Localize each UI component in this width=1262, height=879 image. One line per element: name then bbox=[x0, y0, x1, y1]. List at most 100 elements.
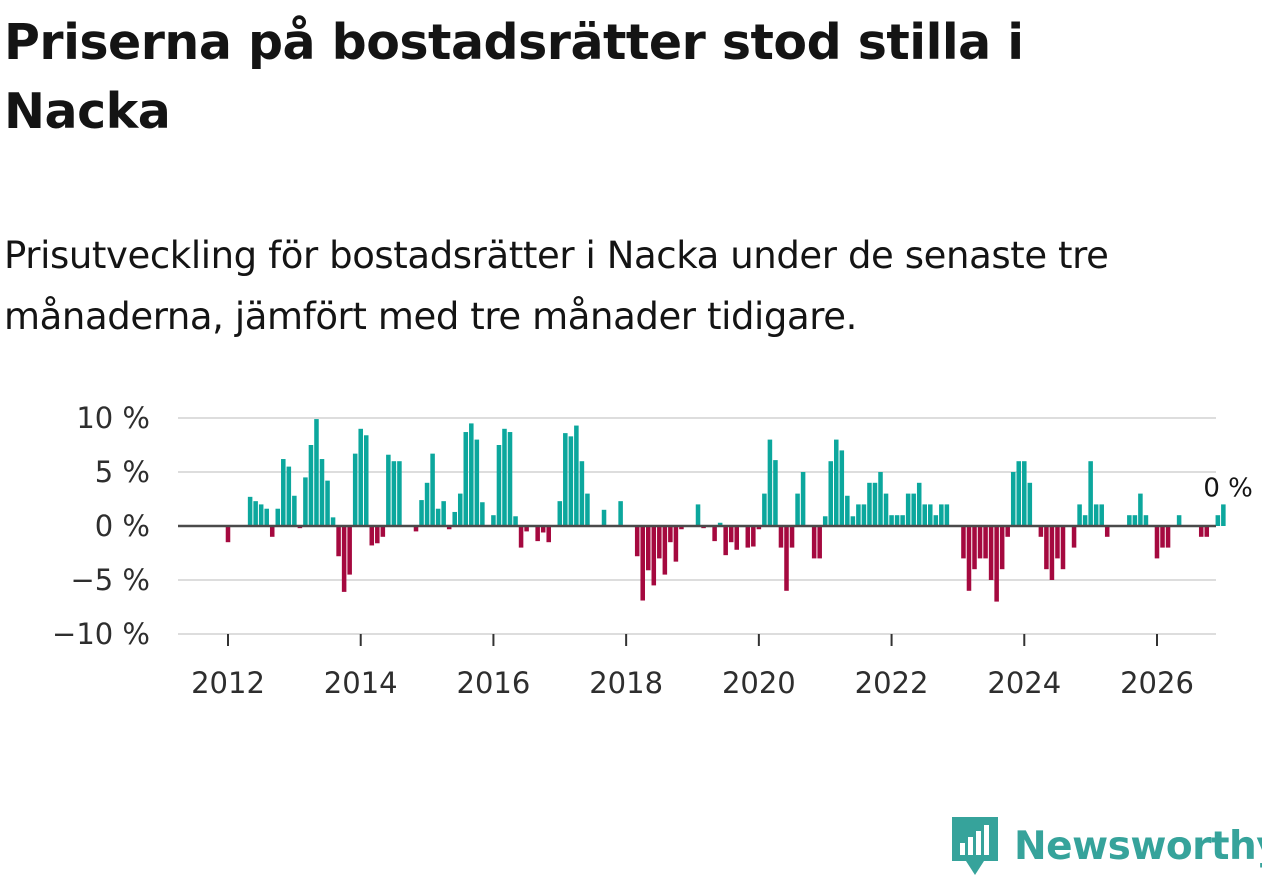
bar bbox=[397, 461, 402, 526]
gridlines bbox=[178, 417, 1216, 635]
bar bbox=[264, 508, 269, 526]
y-tick-label: −10 % bbox=[52, 617, 150, 651]
bar bbox=[928, 504, 933, 526]
newsworthy-logo: Newsworthy bbox=[950, 816, 1262, 876]
bar bbox=[247, 496, 253, 526]
bar bbox=[325, 480, 330, 526]
bar bbox=[712, 526, 717, 542]
bar bbox=[922, 504, 928, 526]
bar bbox=[911, 493, 916, 526]
y-tick-label: 10 % bbox=[76, 401, 150, 435]
x-axis: 2012 2014 2016 2018 2020 2022 2024 2026 bbox=[191, 634, 1194, 700]
bar bbox=[352, 453, 358, 526]
bar bbox=[474, 439, 480, 526]
bar bbox=[347, 526, 352, 575]
bar bbox=[369, 526, 375, 546]
chart-title: Priserna på bostadsrätter stod stilla i … bbox=[4, 14, 1024, 140]
bar bbox=[695, 504, 701, 526]
bar bbox=[524, 526, 529, 532]
bar bbox=[1104, 526, 1110, 537]
bar bbox=[314, 419, 319, 526]
bar bbox=[513, 516, 518, 526]
bar bbox=[1204, 526, 1210, 537]
bar bbox=[303, 477, 308, 526]
bar bbox=[258, 504, 264, 526]
bar bbox=[800, 472, 806, 526]
bar bbox=[839, 450, 845, 526]
bar bbox=[745, 526, 751, 548]
bar bbox=[645, 526, 651, 571]
bar bbox=[618, 501, 623, 526]
bar bbox=[1016, 461, 1022, 526]
bar bbox=[535, 526, 540, 542]
bar bbox=[441, 501, 446, 526]
brand-name: Newsworthy bbox=[1014, 823, 1262, 869]
bar bbox=[491, 515, 496, 526]
bar bbox=[850, 516, 856, 526]
bar bbox=[905, 493, 911, 526]
bar bbox=[834, 439, 839, 526]
bar bbox=[469, 423, 474, 526]
bar bbox=[1138, 493, 1143, 526]
bar bbox=[601, 509, 607, 526]
bar bbox=[723, 526, 728, 556]
bar bbox=[651, 526, 657, 586]
bar bbox=[640, 526, 645, 601]
y-tick-label: 5 % bbox=[95, 455, 150, 489]
bar bbox=[972, 526, 977, 570]
x-tick-label: 2014 bbox=[324, 666, 398, 700]
newsworthy-logo-icon bbox=[952, 817, 998, 875]
bar bbox=[518, 526, 524, 548]
annotations: 0 % bbox=[1203, 473, 1253, 503]
bar bbox=[657, 526, 662, 559]
x-tick-label: 2012 bbox=[191, 666, 265, 700]
bar bbox=[789, 526, 795, 548]
bar bbox=[446, 526, 452, 530]
bar bbox=[419, 500, 424, 526]
bar bbox=[828, 461, 834, 526]
bar bbox=[939, 504, 944, 526]
bar bbox=[889, 515, 894, 526]
bar bbox=[767, 439, 773, 526]
bar bbox=[961, 526, 966, 559]
bar bbox=[933, 515, 939, 526]
bar bbox=[585, 493, 590, 526]
bar bbox=[480, 502, 485, 526]
bar bbox=[983, 526, 988, 559]
bar bbox=[286, 466, 292, 526]
bar bbox=[1160, 526, 1165, 548]
y-tick-label: −5 % bbox=[70, 563, 150, 597]
bar bbox=[391, 461, 397, 526]
bar bbox=[1099, 504, 1104, 526]
bar bbox=[966, 526, 972, 591]
bar bbox=[375, 526, 380, 544]
bar bbox=[557, 501, 563, 526]
bar bbox=[330, 517, 336, 526]
bar bbox=[386, 454, 391, 526]
bar bbox=[811, 526, 817, 559]
bar-chart: 10 % 5 % 0 % −5 % −10 % 2012 2014 2016 2018 2020… bbox=[52, 401, 1253, 700]
bar bbox=[773, 460, 778, 526]
bar bbox=[673, 526, 679, 562]
bar bbox=[1215, 515, 1221, 526]
bar bbox=[574, 425, 579, 526]
bar bbox=[894, 515, 900, 526]
bar bbox=[728, 526, 734, 543]
bar bbox=[1198, 526, 1204, 537]
bar bbox=[253, 501, 258, 526]
bar bbox=[883, 493, 889, 526]
bar bbox=[944, 504, 950, 526]
bar bbox=[1038, 526, 1044, 537]
bar bbox=[1154, 526, 1160, 559]
bar bbox=[496, 445, 502, 526]
bar bbox=[308, 445, 314, 526]
bar bbox=[717, 522, 723, 526]
bar bbox=[1010, 472, 1016, 526]
chart-subtitle: Prisutveckling för bostadsrätter i Nacka… bbox=[4, 234, 1109, 338]
bar bbox=[784, 526, 789, 591]
bar bbox=[900, 515, 905, 526]
bar bbox=[988, 526, 994, 580]
bar bbox=[319, 459, 325, 526]
x-tick-label: 2024 bbox=[987, 666, 1061, 700]
bars bbox=[225, 419, 1226, 602]
